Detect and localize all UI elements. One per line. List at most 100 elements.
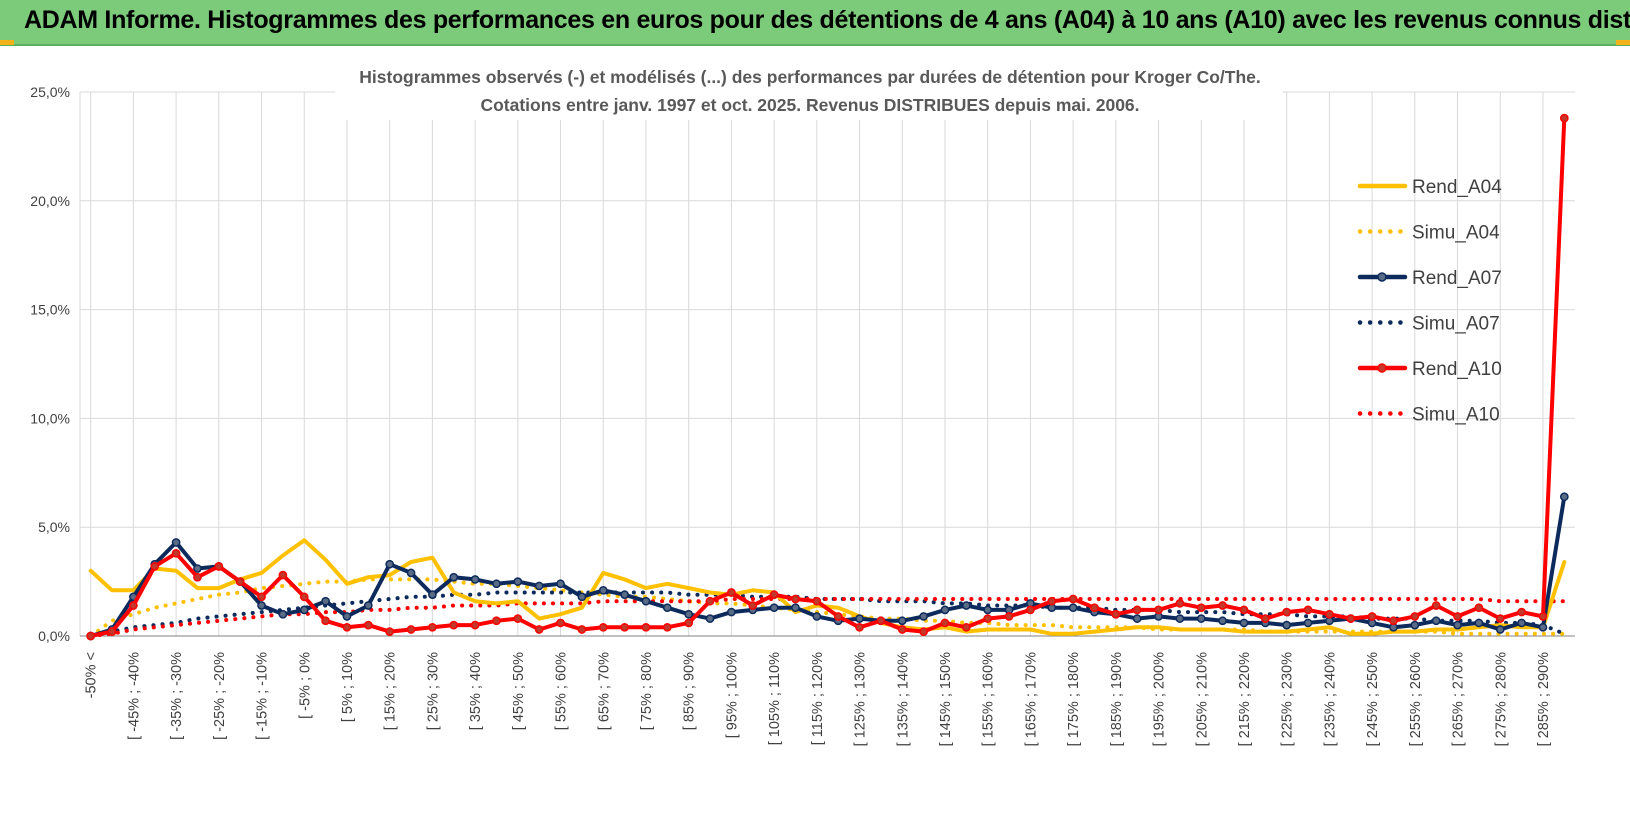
data-point-rend-a10 [171,548,181,558]
y-tick-label: 20,0% [30,193,70,209]
x-tick-label: [ 205% ; 210% [1194,652,1210,746]
data-point-rend-a07 [342,612,352,621]
data-point-rend-a07 [556,579,565,589]
x-tick-label: [ 65% ; 70% [596,652,612,730]
chart-area: 0,0% 5,0% 10,0% 15,0% 20,0% 25,0% -50% < [ -45… [0,46,1630,815]
data-point-rend-a10 [940,618,950,628]
data-point-rend-a07 [1474,618,1484,628]
data-point-rend-a10 [1495,614,1505,623]
series-lines [86,113,1569,641]
data-point-rend-a10 [1154,605,1163,615]
data-point-rend-a10 [1559,113,1569,123]
data-point-rend-a07 [855,614,864,623]
data-point-rend-a10 [150,562,160,571]
data-point-rend-a10 [1453,612,1462,621]
x-tick-label: [ -35% ; -30% [169,652,185,740]
data-point-rend-a07 [940,605,950,615]
data-point-rend-a07 [791,603,800,613]
series-line-rend-a07 [88,494,1567,638]
data-point-rend-a10 [705,596,715,606]
x-tick-label: [ 155% ; 160% [981,652,997,746]
x-tick-label: [ 45% ; 50% [511,652,527,730]
x-tick-label: [ 145% ; 150% [938,652,954,746]
y-axis: 0,0% 5,0% 10,0% 15,0% 20,0% 25,0% [30,84,81,644]
data-point-rend-a10 [1239,605,1249,615]
x-tick-label: [ 15% ; 20% [383,652,399,730]
x-tick-label: [ 105% ; 110% [767,652,783,745]
data-point-rend-a10 [620,622,629,632]
y-tick-label: 10,0% [30,410,70,426]
data-point-rend-a10 [86,631,96,641]
data-point-rend-a07 [406,568,416,578]
corner-accent-right [1616,40,1630,45]
data-point-rend-a07 [470,575,480,584]
header-banner: ADAM Informe. Histogrammes des performan… [0,0,1630,46]
x-tick-label: [ 215% ; 220% [1237,652,1253,746]
data-point-rend-a07 [1538,622,1548,632]
histogram-chart: 0,0% 5,0% 10,0% 15,0% 20,0% 25,0% -50% < [ -45… [30,58,1575,746]
data-point-rend-a07 [727,607,736,617]
x-tick-label: [ 135% ; 140% [895,652,911,746]
data-point-rend-a10 [1004,612,1014,621]
data-point-rend-a07 [598,585,608,595]
data-point-rend-a07 [1218,616,1227,626]
x-tick-label: [ 55% ; 60% [554,652,570,730]
data-point-rend-a10 [321,616,330,626]
data-point-rend-a10 [299,592,309,602]
data-point-rend-a10 [385,627,395,636]
data-point-rend-a10 [235,577,245,586]
x-tick-label: [ -15% ; -10% [255,652,271,740]
data-point-rend-a10 [1282,607,1292,617]
data-point-rend-a10 [107,627,117,636]
data-point-rend-a07 [577,592,587,602]
data-point-rend-a07 [919,612,928,621]
data-point-rend-a10 [257,592,266,602]
data-point-rend-a07 [812,612,822,621]
data-point-rend-a07 [1559,492,1569,502]
legend: Rend_A04 Simu_A04 Rend_A07 Simu_A07 Rend_A10… [1357,177,1502,426]
legend-label-simu-a10: Simu_A10 [1412,405,1500,426]
data-point-rend-a07 [193,564,202,573]
data-point-rend-a10 [1132,605,1142,615]
data-point-rend-a10 [769,590,779,600]
data-point-rend-a10 [1367,612,1377,621]
legend-label-simu-a07: Simu_A07 [1412,314,1500,335]
data-point-rend-a10 [876,616,886,626]
data-point-rend-a10 [363,620,373,630]
data-point-rend-a07 [1196,614,1206,623]
x-tick-label: [ 85% ; 90% [682,652,698,730]
data-point-rend-a07 [769,603,779,613]
data-point-rend-a10 [556,618,565,628]
x-tick-label: [ 195% ; 200% [1152,652,1168,746]
data-point-rend-a07 [385,559,395,569]
data-point-rend-a07 [1303,618,1313,628]
data-point-rend-a10 [129,601,138,610]
chart-title-line2: Cotations entre janv. 1997 et oct. 2025.… [480,95,1139,115]
data-point-rend-a10 [1260,614,1270,623]
data-point-rend-a10 [919,627,928,636]
data-point-rend-a07 [321,596,330,606]
data-point-rend-a10 [727,588,736,597]
chart-title-line1: Histogrammes observés (-) et modélisés (… [359,67,1260,87]
x-tick-label: [ 115% ; 120% [810,652,826,745]
data-point-rend-a10 [1068,594,1078,604]
data-point-rend-a07 [513,577,523,586]
x-tick-label: [ 175% ; 180% [1066,652,1082,746]
data-point-rend-a10 [492,616,501,626]
x-tick-label: [ -45% ; -40% [126,652,142,740]
x-axis: -50% < [ -45% ; -40% [ -35% ; -30% [ -25% ;… [80,635,1575,746]
data-point-rend-a10 [428,622,437,632]
x-tick-label: [ 255% ; 260% [1408,652,1424,746]
series-line-simu-a10 [88,597,1567,638]
data-point-rend-a10 [1474,603,1484,613]
data-point-rend-a10 [598,622,608,632]
data-point-rend-a07 [705,614,715,623]
data-point-rend-a07 [620,590,629,600]
data-point-rend-a10 [1346,614,1356,623]
legend-label-rend-a07: Rend_A07 [1412,268,1502,289]
data-point-rend-a10 [983,614,993,623]
legend-label-rend-a10: Rend_A10 [1412,359,1502,380]
data-point-rend-a10 [278,570,288,580]
data-point-rend-a07 [1517,618,1526,628]
data-point-rend-a10 [470,620,480,630]
